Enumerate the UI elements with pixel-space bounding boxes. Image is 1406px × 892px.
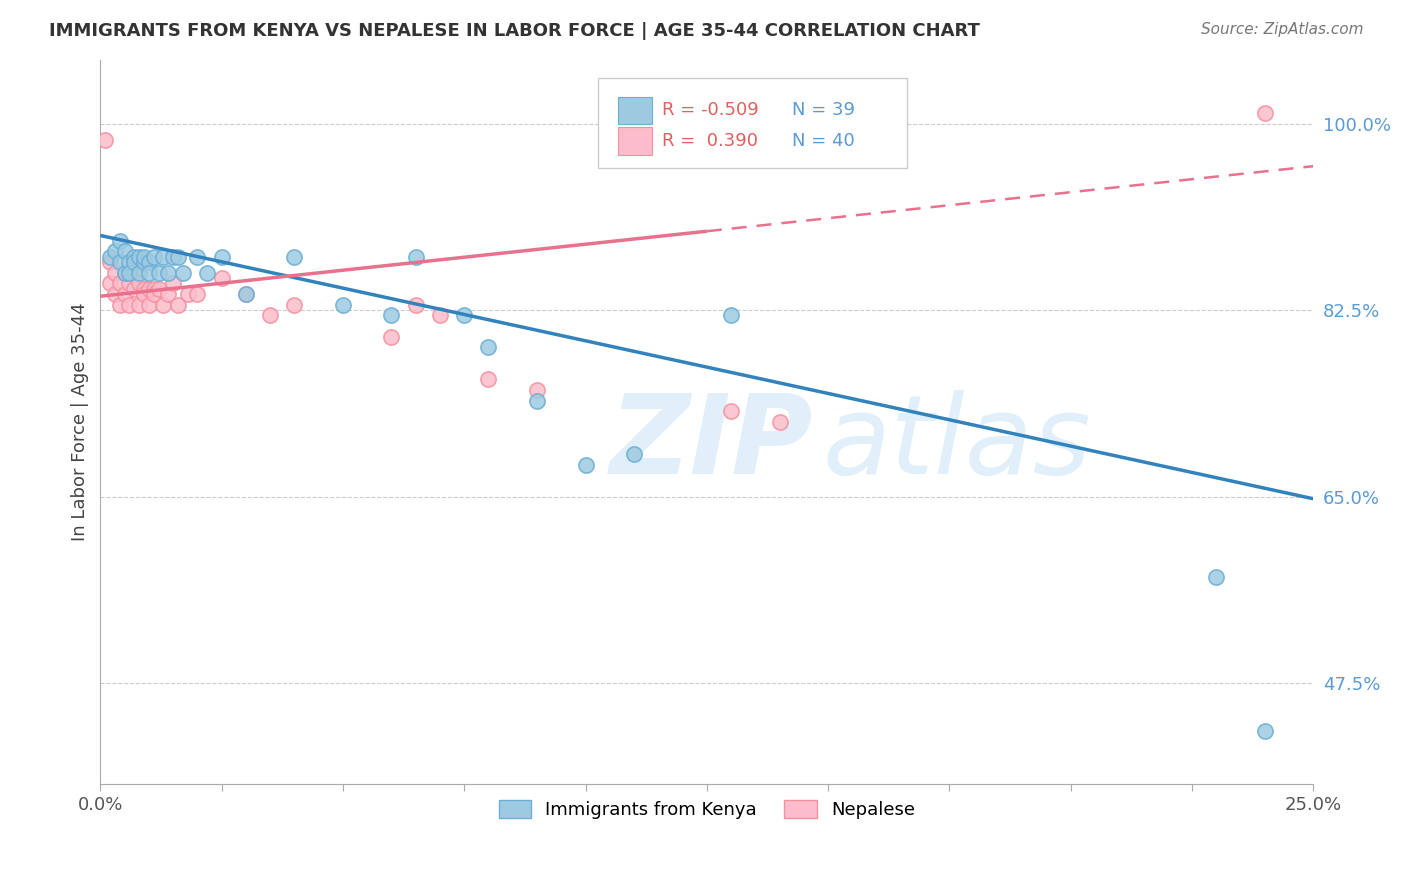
Point — [104, 266, 127, 280]
Point — [283, 298, 305, 312]
FancyBboxPatch shape — [619, 127, 652, 154]
Point — [186, 287, 208, 301]
Point — [124, 255, 146, 269]
Point — [138, 255, 160, 269]
Point — [405, 298, 427, 312]
Point — [138, 266, 160, 280]
Point — [94, 132, 117, 146]
FancyBboxPatch shape — [598, 78, 907, 169]
Point — [118, 277, 141, 291]
Text: IMMIGRANTS FROM KENYA VS NEPALESE IN LABOR FORCE | AGE 35-44 CORRELATION CHART: IMMIGRANTS FROM KENYA VS NEPALESE IN LAB… — [49, 22, 980, 40]
Point — [148, 266, 170, 280]
FancyBboxPatch shape — [619, 96, 652, 124]
Point — [142, 282, 165, 296]
Point — [118, 255, 141, 269]
Point — [132, 255, 155, 269]
Point — [405, 250, 427, 264]
Point — [114, 266, 136, 280]
Point — [114, 244, 136, 259]
Point — [128, 266, 150, 280]
Point — [429, 309, 451, 323]
Point — [283, 250, 305, 264]
Point — [259, 309, 281, 323]
Point — [195, 266, 218, 280]
Point — [332, 298, 354, 312]
Text: Source: ZipAtlas.com: Source: ZipAtlas.com — [1201, 22, 1364, 37]
Text: ZIP: ZIP — [610, 391, 813, 497]
Text: N = 39: N = 39 — [792, 102, 855, 120]
Text: R =  0.390: R = 0.390 — [662, 132, 758, 150]
Point — [186, 250, 208, 264]
Point — [380, 309, 402, 323]
Point — [128, 277, 150, 291]
Legend: Immigrants from Kenya, Nepalese: Immigrants from Kenya, Nepalese — [491, 792, 922, 826]
Point — [108, 234, 131, 248]
Point — [104, 287, 127, 301]
Point — [142, 250, 165, 264]
Point — [623, 447, 645, 461]
Point — [138, 298, 160, 312]
Point — [98, 250, 121, 264]
Point — [148, 282, 170, 296]
Point — [162, 277, 184, 291]
Point — [477, 372, 499, 386]
Point — [235, 287, 257, 301]
Point — [124, 266, 146, 280]
Point — [172, 266, 194, 280]
Point — [211, 271, 233, 285]
Point — [526, 393, 548, 408]
Point — [132, 287, 155, 301]
Point — [526, 383, 548, 397]
Point — [124, 250, 146, 264]
Point — [720, 309, 742, 323]
Y-axis label: In Labor Force | Age 35-44: In Labor Force | Age 35-44 — [72, 302, 89, 541]
Point — [768, 415, 790, 429]
Point — [142, 287, 165, 301]
Point — [98, 255, 121, 269]
Point — [176, 287, 198, 301]
Point — [380, 330, 402, 344]
Point — [1254, 724, 1277, 739]
Point — [720, 404, 742, 418]
Point — [138, 282, 160, 296]
Point — [132, 282, 155, 296]
Point — [157, 287, 180, 301]
Point — [162, 250, 184, 264]
Point — [453, 309, 475, 323]
Point — [235, 287, 257, 301]
Point — [167, 298, 190, 312]
Point — [1205, 569, 1227, 583]
Point — [152, 250, 174, 264]
Point — [1254, 106, 1277, 120]
Point — [477, 340, 499, 354]
Point — [211, 250, 233, 264]
Point — [132, 250, 155, 264]
Point — [118, 266, 141, 280]
Point — [157, 266, 180, 280]
Point — [114, 266, 136, 280]
Point — [108, 255, 131, 269]
Point — [114, 287, 136, 301]
Point — [574, 458, 596, 472]
Point — [128, 250, 150, 264]
Text: N = 40: N = 40 — [792, 132, 855, 150]
Point — [152, 298, 174, 312]
Point — [124, 282, 146, 296]
Point — [104, 244, 127, 259]
Point — [108, 298, 131, 312]
Point — [167, 250, 190, 264]
Point — [128, 298, 150, 312]
Text: R = -0.509: R = -0.509 — [662, 102, 759, 120]
Point — [98, 277, 121, 291]
Text: atlas: atlas — [823, 391, 1091, 497]
Point — [108, 277, 131, 291]
Point — [118, 298, 141, 312]
